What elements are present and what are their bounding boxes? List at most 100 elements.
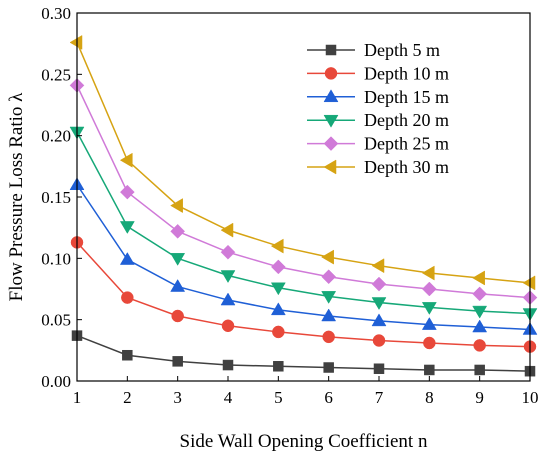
series-line [76, 42, 531, 284]
data-point [220, 270, 236, 284]
data-point [69, 35, 83, 50]
series-depth-15-m [69, 177, 538, 335]
data-point [220, 244, 236, 260]
y-axis-title: Flow Pressure Loss Ratio λ [6, 92, 27, 302]
legend-item: Depth 10 m [307, 63, 449, 83]
series-depth-10-m [70, 236, 537, 353]
series-depth-30-m [69, 35, 536, 291]
data-point [221, 319, 235, 333]
legend-label: Depth 25 m [364, 134, 449, 154]
data-point [421, 265, 435, 281]
legend-marker [324, 67, 338, 80]
data-point [472, 286, 488, 302]
data-point [473, 339, 486, 352]
x-tick-label: 3 [173, 388, 182, 407]
series-depth-25-m [69, 78, 538, 305]
data-point [421, 317, 437, 330]
legend-marker [323, 89, 339, 103]
data-point [273, 361, 284, 372]
data-point [270, 302, 286, 316]
series-line [76, 334, 531, 372]
data-point [522, 275, 536, 291]
data-point [270, 282, 286, 296]
series-line [76, 184, 531, 331]
series-line [76, 85, 531, 299]
legend-label: Depth 30 m [364, 157, 449, 177]
series-line [76, 131, 531, 315]
data-point [474, 364, 485, 376]
legend-item: Depth 5 m [307, 40, 440, 60]
y-tick-label: 0.15 [41, 188, 71, 207]
data-point [373, 363, 385, 374]
data-point [472, 270, 485, 286]
data-point [220, 222, 234, 238]
data-point [371, 276, 387, 292]
data-point [421, 281, 437, 297]
y-tick-label: 0.30 [41, 4, 71, 23]
data-point [321, 291, 337, 304]
series-depth-5-m [71, 330, 536, 377]
data-point [371, 258, 385, 274]
x-tick-label: 5 [274, 388, 283, 407]
x-tick-label: 2 [123, 388, 132, 407]
data-point [372, 334, 386, 347]
axes-layer: 1 2 3 4 5 6 7 8 9 10 0.00 0.05 0.10 0.15 0.20 0.25 0.30 [41, 4, 538, 407]
data-point [170, 223, 186, 239]
data-point [321, 249, 334, 265]
data-point [424, 364, 435, 376]
data-point [119, 152, 133, 168]
data-point [222, 359, 234, 371]
x-tick-label: 8 [425, 388, 434, 407]
y-tick-label: 0.00 [41, 372, 71, 391]
data-point [472, 319, 488, 333]
data-point [423, 336, 436, 350]
legend-item: Depth 15 m [307, 87, 449, 107]
data-point [220, 292, 236, 306]
legend-marker [323, 114, 339, 128]
legend-label: Depth 15 m [364, 87, 449, 107]
data-point [371, 297, 387, 310]
legend-item: Depth 25 m [307, 134, 449, 154]
data-point [322, 330, 335, 344]
series-layer [69, 35, 538, 377]
y-tick-label: 0.25 [41, 65, 71, 84]
y-tick-label: 0.05 [41, 311, 71, 330]
legend-label: Depth 10 m [364, 63, 449, 83]
data-point [170, 198, 183, 214]
y-tick-label: 0.20 [41, 127, 71, 146]
data-point [170, 253, 186, 266]
data-point [472, 305, 488, 319]
legend: Depth 5 m Depth 10 m Depth 15 m Depth 20 m D… [307, 40, 449, 177]
legend-item: Depth 30 m [307, 157, 449, 177]
x-axis-title: Side Wall Opening Coefficient n [180, 431, 428, 452]
data-point [122, 349, 133, 361]
x-tick-label: 10 [522, 388, 539, 407]
data-point [121, 291, 134, 304]
x-tick-label: 1 [73, 388, 82, 407]
x-tick-label: 7 [375, 388, 384, 407]
legend-marker [325, 44, 337, 56]
series-depth-20-m [69, 126, 538, 322]
data-point [270, 238, 284, 254]
legend-marker [323, 136, 339, 151]
y-tick-label: 0.10 [41, 249, 71, 268]
data-point [321, 308, 337, 322]
legend-item: Depth 20 m [307, 110, 449, 130]
x-tick-label: 9 [475, 388, 484, 407]
legend-label: Depth 20 m [364, 110, 449, 130]
data-point [119, 184, 135, 200]
data-point [171, 309, 184, 323]
series-line [76, 241, 531, 348]
data-point [170, 279, 186, 292]
data-point [270, 259, 286, 275]
legend-label: Depth 5 m [364, 40, 440, 60]
data-point [321, 269, 337, 285]
data-point [119, 221, 135, 234]
x-tick-label: 4 [224, 388, 233, 407]
x-tick-label: 6 [324, 388, 333, 407]
data-point [371, 313, 387, 327]
data-point [323, 362, 334, 373]
data-point [272, 325, 285, 339]
legend-marker [323, 159, 337, 175]
